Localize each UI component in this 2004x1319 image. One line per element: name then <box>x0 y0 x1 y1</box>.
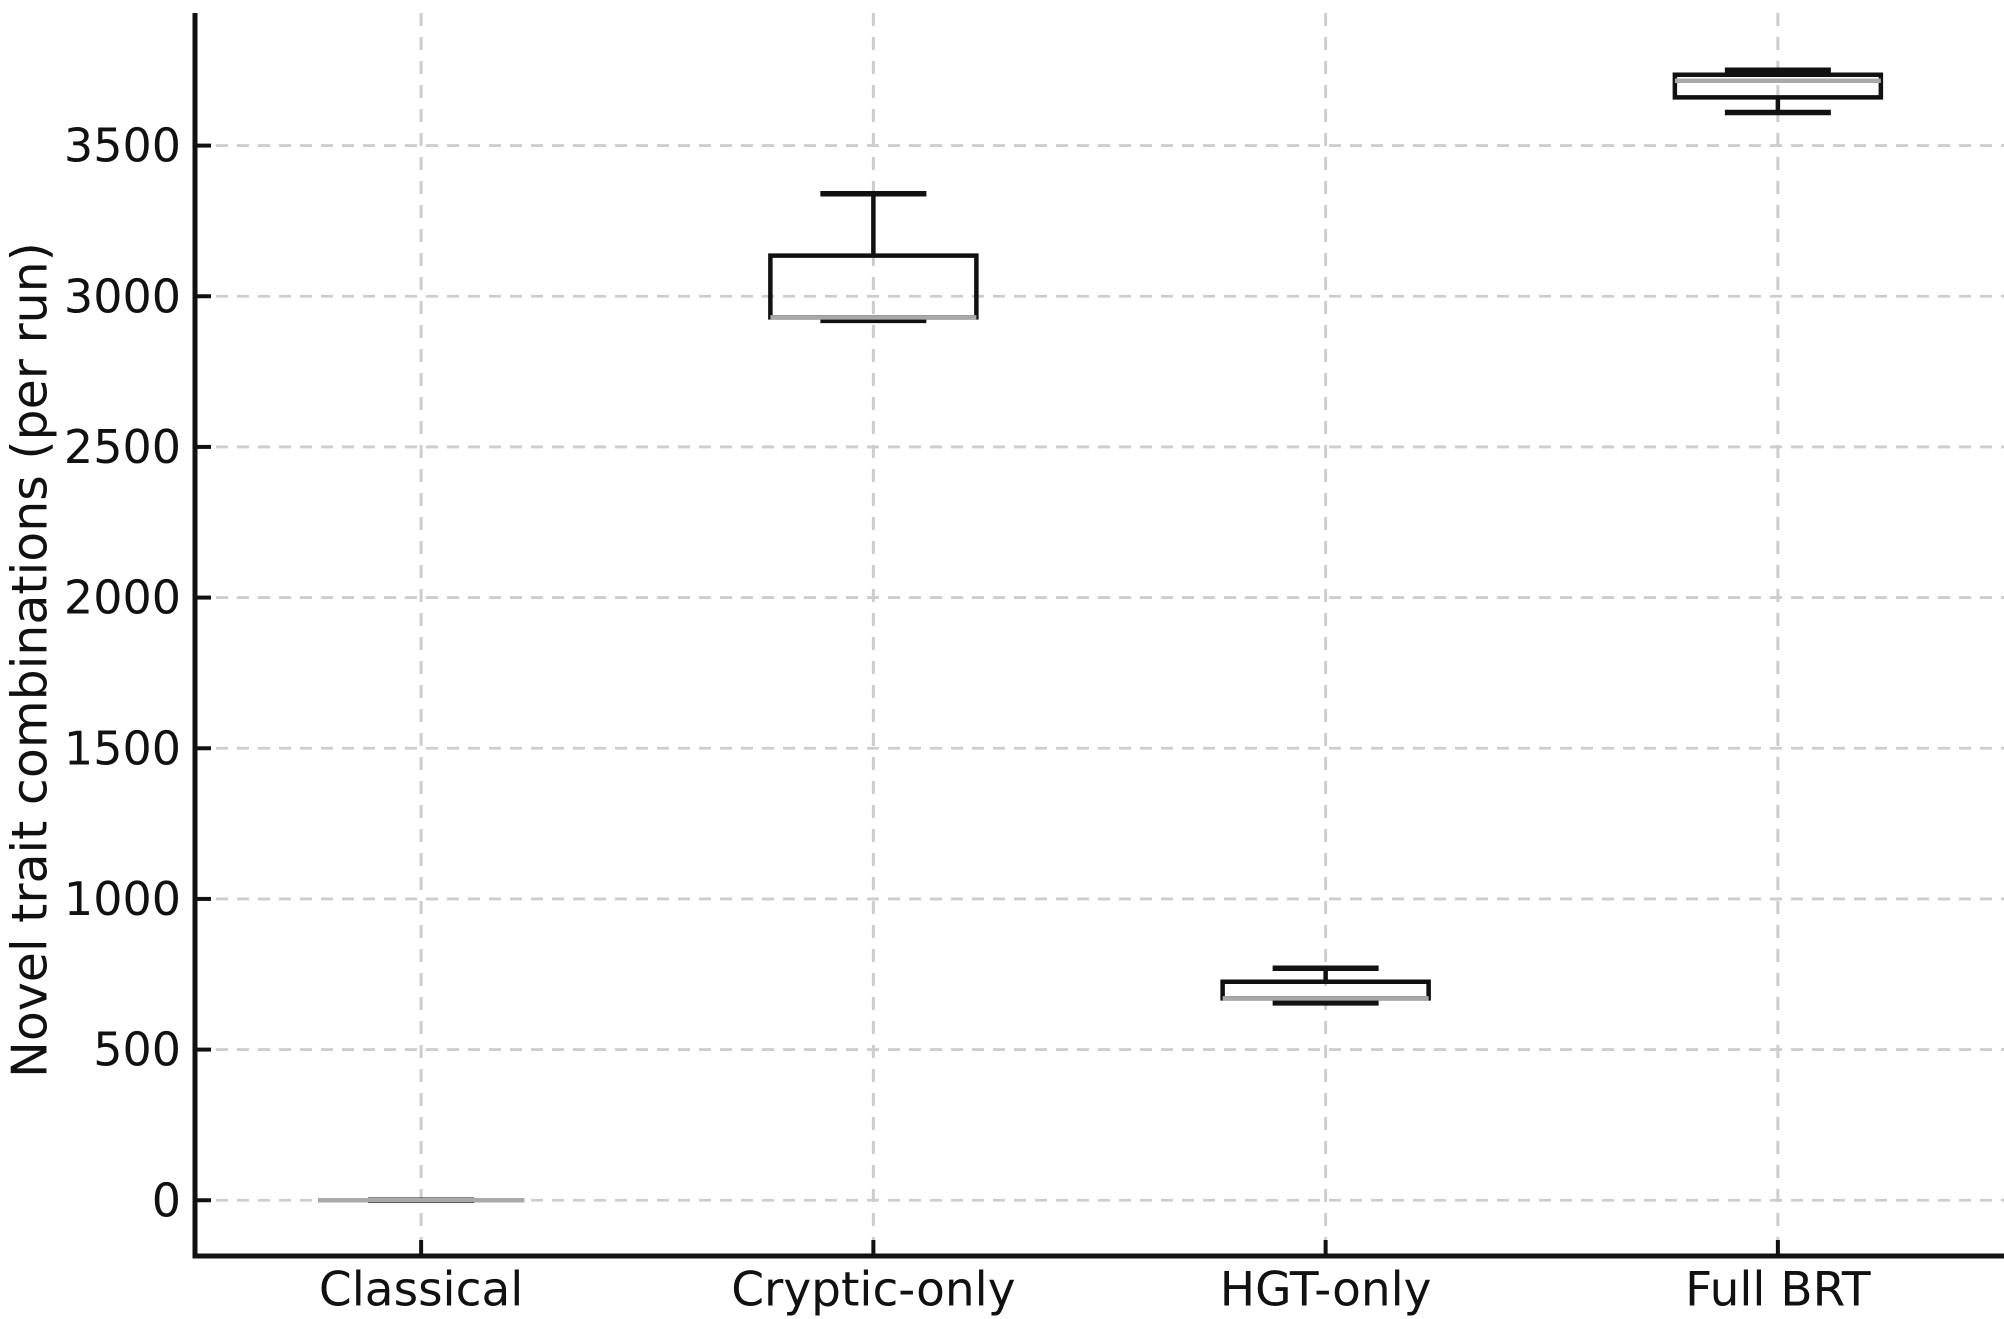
y-tick-label-3000: 3000 <box>64 269 181 323</box>
y-tick-label-2500: 2500 <box>64 420 181 474</box>
y-tick-label-0: 0 <box>152 1173 181 1227</box>
box <box>1672 72 1884 100</box>
y-tick-label-2000: 2000 <box>64 571 181 625</box>
x-tick-label-cryptic-only: Cryptic-only <box>731 1263 1015 1318</box>
x-tick-label-full-brt: Full BRT <box>1685 1263 1871 1318</box>
boxplot-cryptic-only <box>768 191 979 324</box>
boxplot-hgt-only <box>1220 965 1431 1006</box>
box <box>1220 979 1431 1001</box>
x-tick-label-hgt-only: HGT-only <box>1220 1263 1432 1318</box>
boxplot-full-brt <box>1672 67 1884 116</box>
y-axis-title: Novel trait combinations (per run) <box>1 242 59 1078</box>
y-tick-label-1500: 1500 <box>64 721 181 775</box>
x-tick-label-classical: Classical <box>319 1263 523 1318</box>
y-tick-label-500: 500 <box>93 1023 181 1077</box>
y-tick-label-3500: 3500 <box>64 119 181 173</box>
y-tick-label-1000: 1000 <box>64 872 181 926</box>
